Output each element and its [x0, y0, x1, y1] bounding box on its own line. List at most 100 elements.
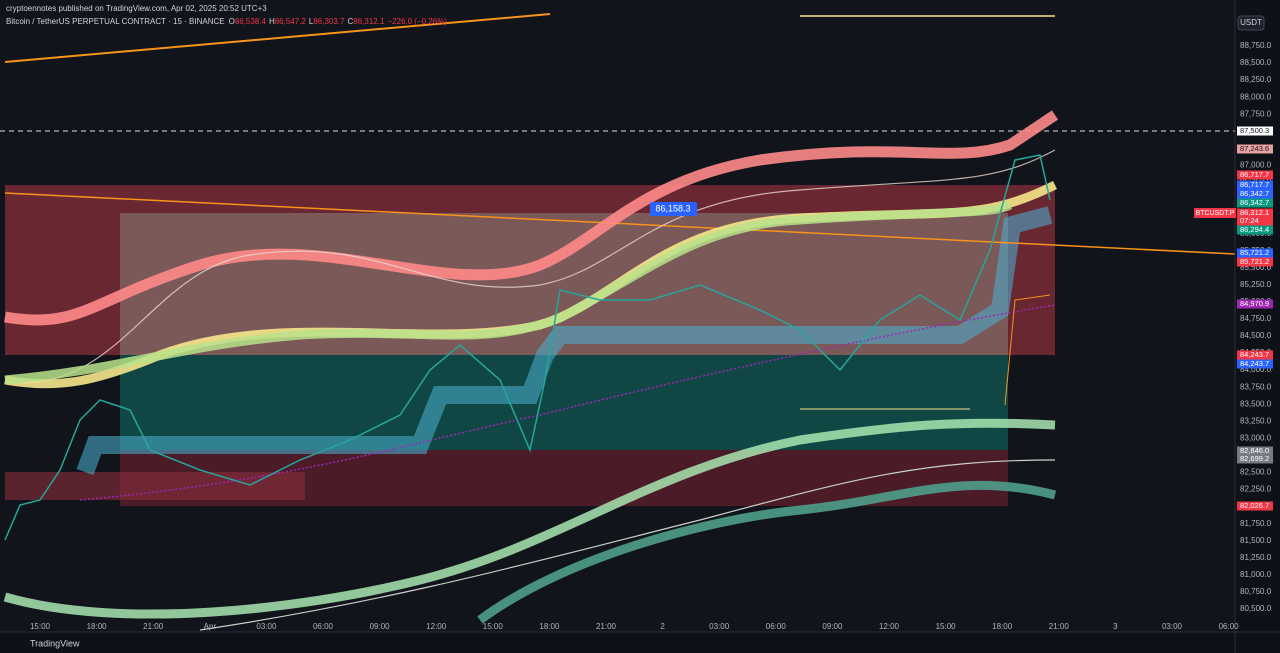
price-badge-text: 87,243.6: [1240, 144, 1269, 153]
price-label: 82,250.0: [1240, 485, 1272, 494]
price-badge-text: 86,717.7: [1240, 170, 1269, 179]
price-badge-text: 82,846.0: [1240, 446, 1269, 455]
publisher: cryptoennotes published on TradingView.c…: [6, 4, 267, 13]
time-label: 18:00: [992, 622, 1013, 631]
price-badge: [1237, 501, 1273, 511]
time-label: 21:00: [596, 622, 617, 631]
ohlc-key: H: [269, 17, 275, 26]
price-label: 84,000.0: [1240, 365, 1272, 374]
price-badge-text: 86,342.7: [1240, 189, 1269, 198]
time-label: 21:00: [1049, 622, 1070, 631]
time-label: 03:00: [256, 622, 277, 631]
price-badge-text: 84,243.7: [1240, 350, 1269, 359]
time-label: 15:00: [483, 622, 504, 631]
time-label: 06:00: [313, 622, 334, 631]
ohlc-value: 86,547.2: [275, 17, 307, 26]
price-label: 88,250.0: [1240, 75, 1272, 84]
price-badge: [1237, 189, 1273, 199]
price-label: 82,500.0: [1240, 468, 1272, 477]
ohlc-key: O: [229, 17, 235, 26]
price-badge: [1237, 216, 1273, 226]
time-label: 21:00: [143, 622, 164, 631]
price-label: 83,000.0: [1240, 433, 1272, 442]
price-badge-text: 84,243.7: [1240, 359, 1269, 368]
ohlc-value: 86,538.4: [235, 17, 267, 26]
price-badge: [1237, 359, 1273, 369]
crosshair-badge: [650, 202, 697, 216]
ohlc-value: 86,303.7: [313, 17, 345, 26]
price-label: 83,750.0: [1240, 382, 1272, 391]
price-badge-text: 86,342.7: [1240, 198, 1269, 207]
price-badge: [1237, 257, 1273, 267]
price-label: 83,500.0: [1240, 399, 1272, 408]
price-badge: [1237, 446, 1273, 456]
time-label: 12:00: [426, 622, 447, 631]
price-badge: [1237, 299, 1273, 309]
price-badge: [1237, 144, 1273, 154]
time-label: 09:00: [822, 622, 843, 631]
price-badge: [1237, 126, 1273, 136]
ohlc-key: C: [347, 17, 353, 26]
time-label: 15:00: [936, 622, 957, 631]
price-badge: [1237, 208, 1273, 218]
price-label: 80,750.0: [1240, 587, 1272, 596]
time-label: 18:00: [539, 622, 560, 631]
price-badge-text: 82,026.7: [1240, 501, 1269, 510]
price-label: 85,250.0: [1240, 280, 1272, 289]
price-badge-text: 87,500.3: [1240, 126, 1269, 135]
time-label: 2: [660, 622, 665, 631]
time-label: 15:00: [30, 622, 51, 631]
price-label: 84,750.0: [1240, 314, 1272, 323]
price-label: 81,250.0: [1240, 553, 1272, 562]
symbol-tag: BTCUSDT.P: [1196, 210, 1235, 217]
price-badge-text: 86,294.4: [1240, 225, 1269, 234]
price-label: 88,750.0: [1240, 41, 1272, 50]
time-label: 06:00: [1219, 622, 1240, 631]
price-badge-text: 85,721.2: [1240, 257, 1269, 266]
time-label: 3: [1113, 622, 1118, 631]
price-badge-text: 07:24: [1240, 216, 1259, 225]
price-badge: [1237, 454, 1273, 464]
change: −226.0 (−0.26%): [387, 17, 447, 26]
price-badge-text: 86,312.1: [1240, 208, 1269, 217]
time-label: 03:00: [1162, 622, 1183, 631]
ohlc-key: L: [309, 17, 314, 26]
price-badge: [1237, 225, 1273, 235]
price-badge-text: 86,717.7: [1240, 180, 1269, 189]
price-label: 85,500.0: [1240, 263, 1272, 272]
time-label: 06:00: [766, 622, 787, 631]
price-label: 87,000.0: [1240, 161, 1272, 170]
symbol-tag-bg: [1194, 208, 1236, 218]
ohlc-value: 86,312.1: [353, 17, 385, 26]
price-label: 87,750.0: [1240, 109, 1272, 118]
price-label: 81,750.0: [1240, 519, 1272, 528]
price-badge: [1237, 350, 1273, 360]
price-badge: [1237, 180, 1273, 190]
crosshair-price: 86,158.3: [655, 203, 690, 213]
price-badge: [1237, 198, 1273, 208]
price-badge: [1237, 248, 1273, 258]
price-label: 81,500.0: [1240, 536, 1272, 545]
time-label: 18:00: [87, 622, 108, 631]
time-label: Apr: [204, 622, 217, 631]
price-badge: [1237, 170, 1273, 180]
footer-logo: TradingView: [30, 638, 80, 648]
price-label: 84,500.0: [1240, 331, 1272, 340]
price-label: 80,500.0: [1240, 604, 1272, 613]
symbol-line: Bitcoin / TetherUS PERPETUAL CONTRACT · …: [6, 17, 447, 26]
time-label: 09:00: [370, 622, 391, 631]
price-label: 83,250.0: [1240, 416, 1272, 425]
price-label: 88,500.0: [1240, 58, 1272, 67]
price-label: 81,000.0: [1240, 570, 1272, 579]
price-label: 88,000.0: [1240, 92, 1272, 101]
price-badge-text: 84,970.9: [1240, 299, 1269, 308]
time-label: 12:00: [879, 622, 900, 631]
symbol: Bitcoin / TetherUS PERPETUAL CONTRACT · …: [6, 17, 225, 26]
currency-button[interactable]: [1237, 15, 1265, 31]
price-badge-text: 82,699.2: [1240, 454, 1269, 463]
currency-label: USDT: [1240, 18, 1262, 27]
price-badge-text: 85,721.2: [1240, 248, 1269, 257]
